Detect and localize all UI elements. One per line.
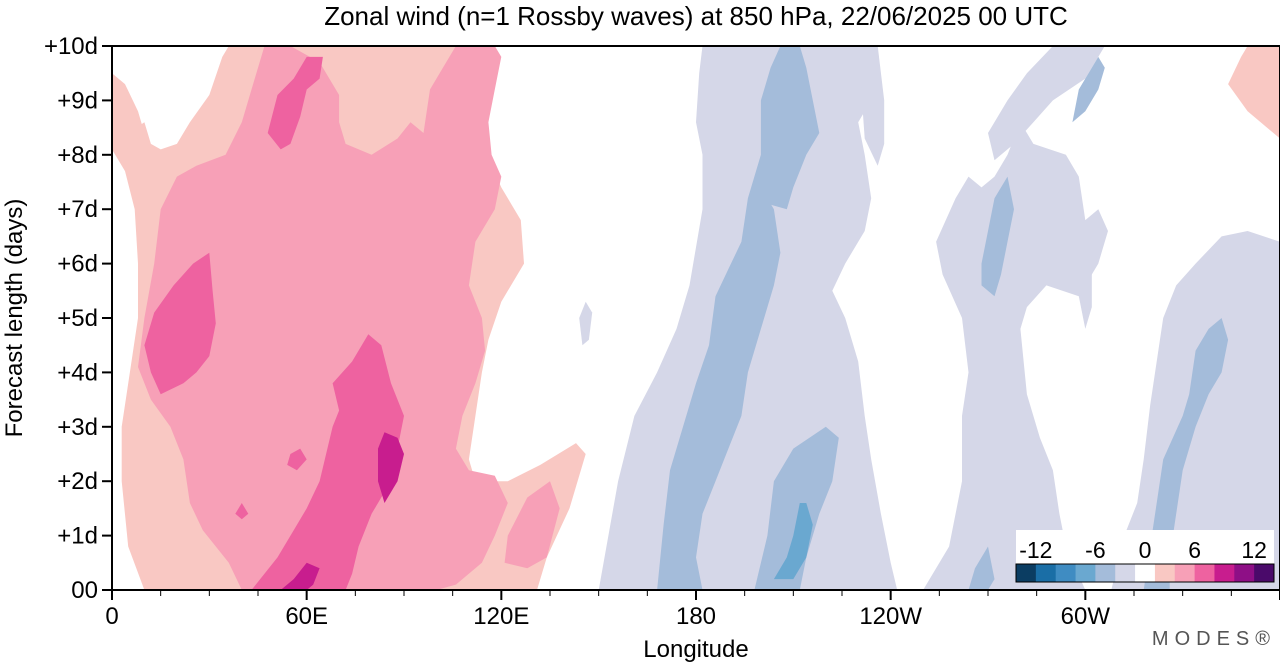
colorbar-swatch <box>1254 564 1275 582</box>
contour-region-9 <box>235 503 249 520</box>
contour-region-18 <box>579 301 593 346</box>
contour-region-3 <box>138 46 508 590</box>
contour-region-13 <box>923 122 1108 590</box>
y-tick-label: +3d <box>57 414 98 441</box>
contour-region-19 <box>657 187 781 590</box>
contour-region-25 <box>968 546 995 590</box>
colorbar-swatch <box>1194 564 1215 582</box>
x-axis-label: Longitude <box>643 636 748 663</box>
y-tick-label: +1d <box>57 523 98 550</box>
colorbar-tick-label: -12 <box>1019 537 1052 563</box>
contour-region-26 <box>773 503 813 580</box>
colorbar-swatch <box>1035 564 1057 582</box>
colorbar-swatch <box>1234 564 1255 582</box>
colorbar-swatch <box>1214 564 1235 582</box>
colorbar-frame <box>1015 563 1275 583</box>
y-tick-label: +9d <box>57 87 98 114</box>
y-tick-label: +7d <box>57 196 98 223</box>
contour-region-21 <box>754 426 839 590</box>
contour-region-23 <box>1072 56 1105 123</box>
colorbar-tick-label: 6 <box>1188 537 1201 563</box>
y-tick-label: +8d <box>57 142 98 169</box>
y-axis-label: Forecast length (days) <box>1 199 28 438</box>
y-tick-label: +5d <box>57 305 98 332</box>
contour-region-11 <box>378 432 404 503</box>
contour-region-16 <box>858 46 885 166</box>
y-tick-label: +10d <box>44 33 98 60</box>
x-tick-label: 60E <box>285 603 328 630</box>
contour-region-5 <box>144 252 216 395</box>
colorbar-tick-label: -6 <box>1085 537 1105 563</box>
colorbar-swatch <box>1075 564 1096 582</box>
contour-region-8 <box>287 448 307 471</box>
contour-region-24 <box>1143 318 1229 590</box>
contour-region-20 <box>747 46 820 210</box>
colorbar-swatch <box>1115 564 1136 582</box>
y-tick-label: +6d <box>57 251 98 278</box>
contour-region-14 <box>988 46 1105 161</box>
contour-region-4 <box>504 481 560 569</box>
x-tick-label: 180 <box>676 603 716 630</box>
colorbar-swatch <box>1154 564 1176 582</box>
y-tick-label: +2d <box>57 468 98 495</box>
modes-logo: MODES® <box>1152 628 1276 650</box>
x-tick-label: 120W <box>859 603 922 630</box>
contour-region-22 <box>981 176 1014 297</box>
contour-region-1 <box>112 73 145 155</box>
colorbar-tick-label: 12 <box>1241 537 1267 563</box>
contour-region-6 <box>267 56 323 150</box>
colorbar-swatch <box>1055 564 1077 582</box>
x-tick-label: 60W <box>1061 603 1111 630</box>
y-tick-label: +4d <box>57 359 98 386</box>
colorbar: -12 -6 0 6 12 <box>1015 530 1275 583</box>
colorbar-swatch <box>1174 564 1196 582</box>
x-tick-label: 0 <box>105 603 118 630</box>
colorbar-swatch <box>1135 564 1156 582</box>
colorbar-swatch <box>1095 564 1116 582</box>
contour-region-17 <box>1078 263 1092 329</box>
colorbar-swatch <box>1016 564 1037 582</box>
x-tick-label: 120E <box>473 603 529 630</box>
colorbar-tick-label: 0 <box>1139 537 1152 563</box>
x-axis: 0 60E 120E 180 120W 60W <box>105 590 1280 630</box>
chart-title: Zonal wind (n=1 Rossby waves) at 850 hPa… <box>324 1 1068 31</box>
contour-region-2 <box>1228 46 1280 139</box>
contour-region-7 <box>251 334 404 590</box>
plot-area <box>112 46 1280 590</box>
contour-regions <box>112 46 1280 590</box>
contour-region-10 <box>280 562 320 590</box>
y-tick-label: 00 <box>71 577 98 604</box>
y-axis: 00 +1d +2d +3d +4d +5d +6d +7d +8d +9d +10d <box>44 33 112 604</box>
